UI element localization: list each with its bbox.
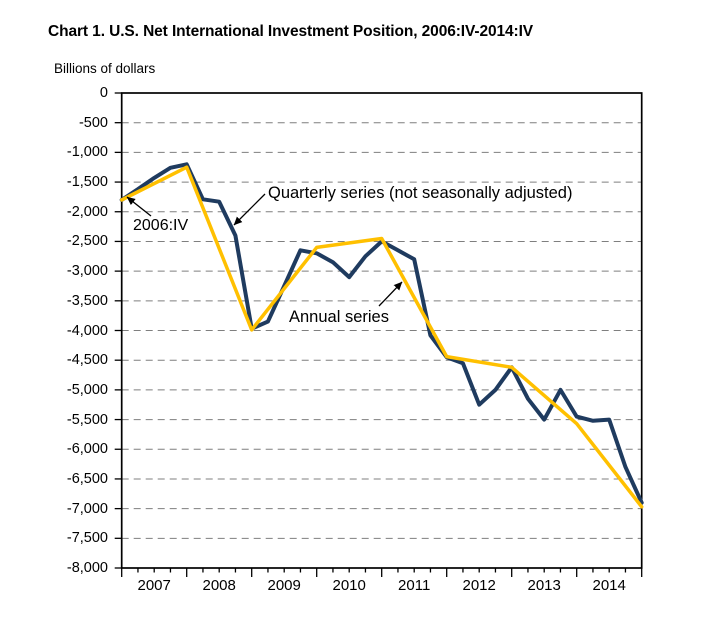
- x-tick-label: 2008: [202, 577, 236, 594]
- y-tick-label: -6,500: [66, 470, 108, 487]
- y-tick-label: 0: [99, 85, 108, 101]
- annotation-arrows: [126, 193, 403, 307]
- y-tick-label: -8,000: [66, 560, 108, 576]
- y-tick-label: -2,500: [66, 233, 108, 250]
- y-tick-label: -5,500: [66, 411, 108, 428]
- y-tick-label: -4,500: [66, 352, 108, 369]
- x-tick-label: 2011: [398, 577, 431, 594]
- quarterly-series-line: [119, 162, 644, 505]
- y-tick-label: -4,000: [66, 322, 108, 339]
- y-axis-units-label: Billions of dollars: [54, 61, 156, 76]
- x-tick-label: 2010: [332, 577, 366, 594]
- y-tick-label: -5,000: [66, 381, 108, 398]
- y-tick-label: -3,000: [66, 263, 108, 280]
- x-tick-label: 2009: [267, 577, 301, 594]
- y-tick-label: -7,000: [66, 500, 108, 517]
- gridlines: [121, 122, 642, 539]
- y-tick-label: -3,500: [66, 292, 108, 309]
- y-tick-label: -2,000: [66, 203, 108, 220]
- x-tick-label: 2013: [527, 577, 561, 594]
- x-axis-ticks: [121, 568, 643, 577]
- y-tick-label: -1,500: [66, 174, 108, 191]
- y-axis-ticks: [114, 92, 122, 569]
- x-tick-label: 2007: [137, 577, 171, 594]
- annotation-quarterly-series-label: Quarterly series (not seasonally adjuste…: [268, 184, 573, 202]
- chart-title: Chart 1. U.S. Net International Investme…: [48, 23, 534, 40]
- annual-series-line: [119, 165, 644, 509]
- x-tick-label: 2014: [592, 577, 626, 594]
- annotation-annual-series-label: Annual series: [289, 308, 389, 326]
- annotation-start-point-label: 2006:IV: [133, 217, 189, 234]
- y-tick-label: -500: [78, 114, 108, 131]
- x-tick-label: 2012: [462, 577, 496, 594]
- y-tick-label: -7,500: [66, 530, 108, 547]
- y-tick-label: -6,000: [66, 441, 108, 458]
- y-tick-label: -1,000: [66, 144, 108, 161]
